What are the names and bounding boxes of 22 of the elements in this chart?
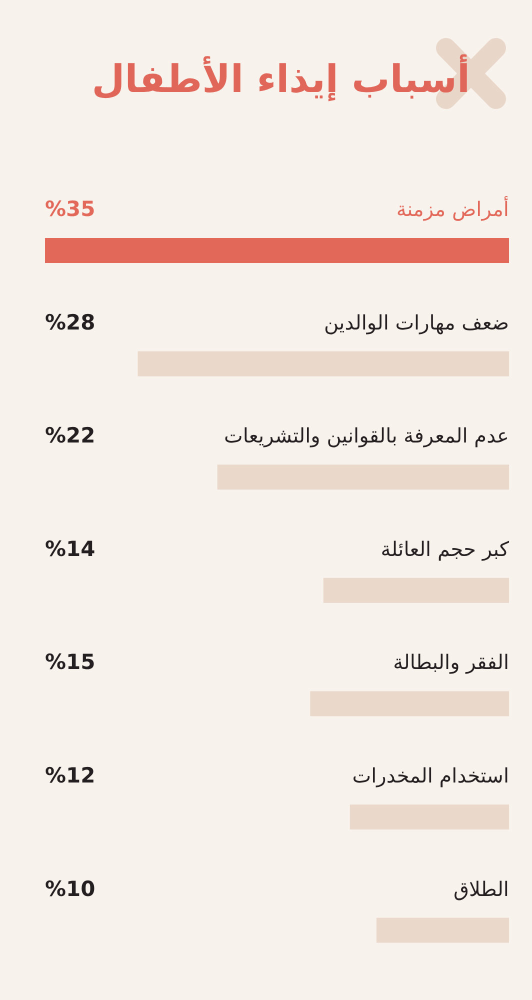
data-label: %22 bbox=[45, 424, 96, 448]
bar bbox=[323, 578, 509, 603]
bar bbox=[350, 804, 509, 830]
y-tick-label: الطلاق bbox=[453, 876, 509, 901]
chart-title: أسباب إيذاء الأطفال bbox=[92, 54, 470, 102]
data-label: %35 bbox=[45, 197, 96, 221]
bar bbox=[376, 918, 509, 943]
y-tick-label: الفقر والبطالة bbox=[393, 650, 509, 674]
bar bbox=[310, 691, 509, 716]
y-tick-label: ضعف مهارات الوالدين bbox=[324, 310, 509, 334]
bar bbox=[217, 464, 509, 490]
y-tick-label: عدم المعرفة بالقوانين والتشريعات bbox=[224, 424, 509, 448]
y-tick-label: استخدام المخدرات bbox=[352, 764, 509, 788]
data-label: %15 bbox=[45, 650, 96, 674]
y-tick-label: أمراض مزمنة bbox=[396, 196, 509, 221]
data-label: %14 bbox=[45, 536, 96, 561]
data-label: %10 bbox=[45, 876, 96, 901]
data-label: %28 bbox=[45, 310, 96, 334]
data-label: %12 bbox=[45, 764, 96, 788]
y-tick-label: كبر حجم العائلة bbox=[380, 536, 510, 561]
bar bbox=[45, 238, 509, 263]
bar bbox=[138, 351, 509, 376]
